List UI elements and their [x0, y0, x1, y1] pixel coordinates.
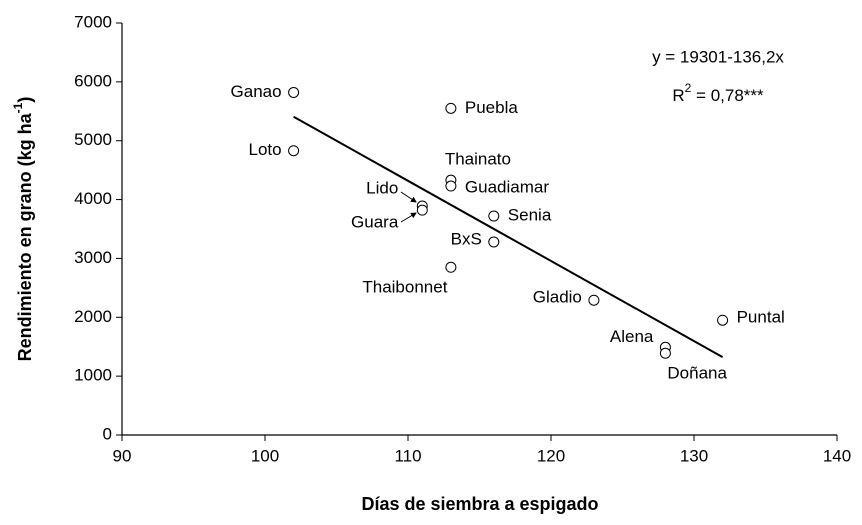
y-axis-title-sup: -1	[11, 102, 25, 113]
r-squared: R2 = 0,78***	[672, 81, 764, 105]
point-label: Ganao	[231, 82, 282, 101]
y-tick-label: 4000	[74, 189, 112, 208]
y-tick-label: 7000	[74, 12, 112, 31]
point-label: Doñana	[667, 364, 727, 383]
point-label: Thaibonnet	[362, 278, 447, 297]
point	[288, 145, 300, 157]
point-label: Guara	[351, 213, 399, 232]
r-squared-base: R	[672, 86, 684, 105]
point	[588, 294, 600, 306]
point	[488, 236, 500, 248]
x-tick-label: 130	[680, 446, 708, 465]
point	[445, 102, 457, 114]
r-squared-rest: = 0,78***	[691, 86, 764, 105]
trend-line	[293, 115, 724, 359]
point	[717, 314, 729, 326]
y-tick-label: 3000	[74, 248, 112, 267]
y-tick-label: 2000	[74, 307, 112, 326]
x-axis-title: Días de siembra a espigado	[361, 494, 598, 514]
x-tick-label: 120	[537, 446, 565, 465]
x-tick-label: 110	[394, 446, 421, 465]
arrow	[400, 191, 417, 203]
point-label: Lido	[366, 179, 398, 198]
x-tick-label: 140	[823, 446, 851, 465]
equation: y = 19301-136,2x	[652, 47, 784, 66]
y-axis-title-text: Rendimiento en grano (kg ha	[15, 112, 35, 361]
point-label: Thainato	[445, 150, 511, 169]
y-tick-label: 1000	[74, 366, 112, 385]
point-label: BxS	[451, 229, 482, 248]
point	[445, 261, 457, 273]
point-label: Guadiamar	[465, 178, 549, 197]
point	[488, 210, 500, 222]
point-label: Gladio	[533, 288, 582, 307]
point	[288, 86, 300, 98]
y-tick-label: 6000	[74, 71, 112, 90]
point-label: Loto	[249, 140, 282, 159]
point-label: Puebla	[465, 98, 518, 117]
y-axis-title-end: )	[15, 97, 35, 103]
point	[445, 180, 457, 192]
point-label: Alena	[610, 327, 654, 346]
x-tick-label: 100	[251, 446, 279, 465]
point	[416, 204, 428, 216]
y-tick-label: 5000	[74, 130, 112, 149]
r-squared-sup: 2	[685, 81, 692, 95]
point	[659, 347, 671, 359]
x-tick-label: 90	[113, 446, 132, 465]
arrow	[400, 212, 417, 223]
y-axis-title: Rendimiento en grano (kg ha-1)	[11, 97, 35, 362]
point-label: Senia	[508, 206, 552, 225]
y-tick-label: 0	[103, 424, 112, 443]
point-label: Puntal	[737, 308, 785, 327]
